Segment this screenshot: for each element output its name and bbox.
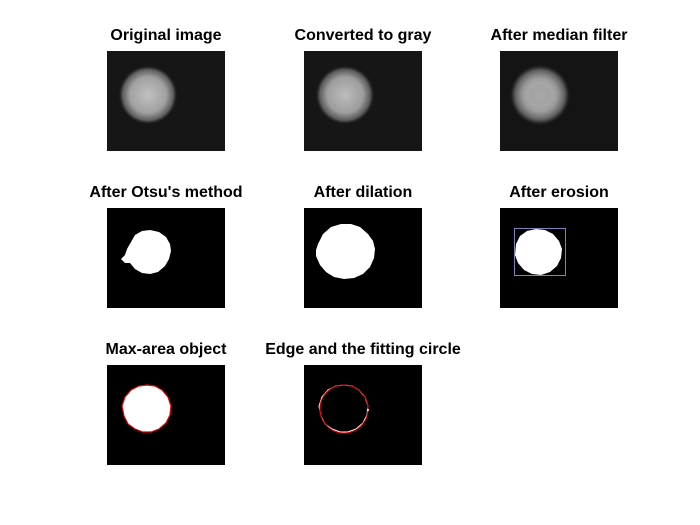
panel-title: After Otsu's method <box>89 184 243 201</box>
panel-after-erosion: After erosion <box>500 184 618 308</box>
panel-title: After median filter <box>490 27 628 44</box>
panel-title: Max-area object <box>105 341 227 358</box>
foreground-blob <box>515 229 562 275</box>
original-image <box>107 51 225 151</box>
panel-converted-to-gray: Converted to gray <box>295 27 431 151</box>
gray-image <box>304 51 422 151</box>
panel-after-otsu: After Otsu's method <box>89 184 243 308</box>
panel-title: Edge and the fitting circle <box>265 341 461 358</box>
dilated-image <box>304 208 422 308</box>
median-filtered-image <box>500 51 618 151</box>
edge-image <box>304 365 422 465</box>
eroded-image <box>500 208 618 308</box>
panel-max-area-object: Max-area object <box>106 341 226 465</box>
otsu-binary-image <box>107 208 225 308</box>
foreground-blob <box>121 230 171 274</box>
panel-after-median-filter: After median filter <box>491 27 627 151</box>
foreground-blob <box>316 224 375 279</box>
panel-after-dilation: After dilation <box>304 184 422 308</box>
panel-edge-fitting-circle: Edge and the fitting circle <box>265 341 461 465</box>
panel-title: Converted to gray <box>294 27 432 44</box>
foreground-blob <box>121 384 172 433</box>
panel-title: After dilation <box>313 184 413 201</box>
bounding-box <box>514 228 566 276</box>
panel-title: Original image <box>110 27 222 44</box>
edge-mark <box>367 409 369 411</box>
panel-title: After erosion <box>509 184 609 201</box>
panel-original-image: Original image <box>107 27 225 151</box>
max-area-image <box>107 365 225 465</box>
